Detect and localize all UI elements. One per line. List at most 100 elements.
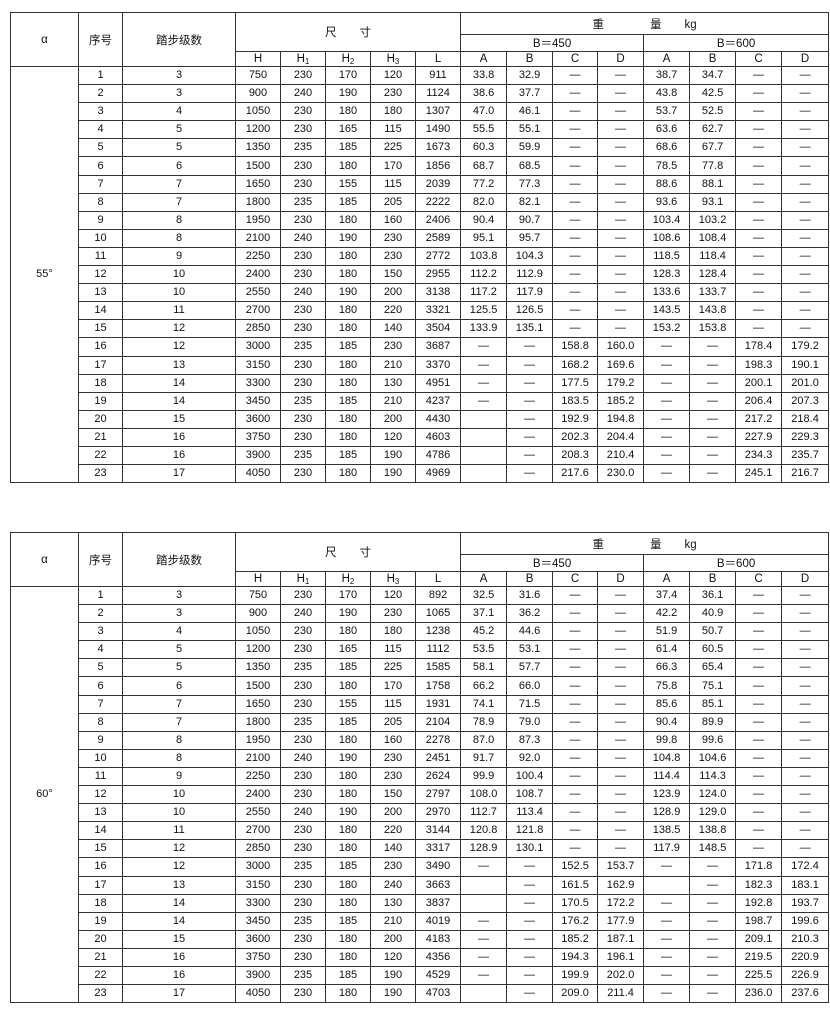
- table-cell: 128.9: [460, 839, 508, 859]
- table-cell: [460, 445, 508, 466]
- table-cell: 120.8: [460, 821, 508, 841]
- table-cell: 150: [370, 265, 416, 285]
- table-cell: 11: [78, 766, 123, 787]
- table-cell: 3300: [235, 893, 281, 913]
- table-cell: 88.6: [643, 174, 691, 194]
- table-row: 16 12 3000 235 185 230 3687— —158.8 160.0— —178.4…: [11, 337, 830, 357]
- table-cell: —: [781, 246, 830, 267]
- table-cell: 180: [325, 156, 371, 176]
- table-cell: —: [643, 373, 691, 393]
- table-row: 5 5 1350 235 185 225 1673 60.3 59.9— —68.6 67.7— —: [11, 138, 830, 158]
- table-cell: 900: [235, 84, 281, 104]
- table-cell: 13: [78, 803, 123, 823]
- table-cell: 180: [325, 355, 371, 375]
- table-cell: —: [597, 102, 645, 122]
- table-cell: 185: [325, 138, 371, 158]
- table-cell: —: [597, 246, 645, 267]
- table-cell: 230: [280, 427, 326, 447]
- table-cell: 2278: [414, 730, 462, 750]
- table-cell: —: [552, 174, 599, 194]
- table-cell: 230: [280, 929, 326, 949]
- table-cell: 190: [325, 84, 371, 104]
- table-cell: 15: [122, 929, 236, 949]
- table-cell: 190: [370, 965, 416, 986]
- table-cell: 234.3: [735, 445, 783, 466]
- dim-symbol: H: [386, 52, 395, 65]
- table-cell: 1800: [235, 192, 281, 212]
- table-cell: —: [781, 839, 830, 859]
- table-cell: 3450: [235, 391, 281, 411]
- table-cell: 190: [370, 464, 416, 484]
- table-cell: 5: [78, 658, 123, 678]
- table-cell: 230: [280, 893, 326, 913]
- table-cell: 12: [122, 839, 236, 859]
- table-cell: 103.2: [689, 210, 737, 230]
- header-dim-4: L: [414, 51, 462, 67]
- table-cell: —: [781, 319, 830, 339]
- table-cell: 200: [370, 409, 416, 429]
- table-cell: 153.7: [597, 857, 645, 877]
- table-cell: 235: [280, 445, 326, 466]
- table-cell: 150: [370, 785, 416, 805]
- table-cell: 230: [370, 337, 416, 357]
- table-cell: 5: [122, 640, 236, 660]
- table-cell: 4969: [414, 464, 462, 484]
- table-cell: 183.5: [552, 391, 599, 411]
- table-cell: 71.5: [506, 694, 554, 714]
- table-cell: 200: [370, 283, 416, 303]
- table-cell: 3: [122, 65, 236, 86]
- table-row: 19 14 3450 235 185 210 4019— —176.2 177.9— —198.7…: [11, 911, 830, 931]
- table-cell: 2400: [235, 265, 281, 285]
- table-cell: —: [597, 785, 645, 805]
- table-cell: 79.0: [506, 712, 554, 732]
- table-cell: 155: [325, 694, 371, 714]
- header-alpha: α: [10, 532, 79, 587]
- table-cell: 6: [122, 676, 236, 696]
- table-cell: 138.8: [689, 821, 737, 841]
- table-row: 3 4 1050 230 180 180 1238 45.2 44.6— —51.9 50.7— —: [11, 622, 830, 642]
- table-cell: —: [552, 604, 599, 624]
- table-cell: —: [597, 120, 645, 140]
- table-cell: —: [460, 857, 508, 877]
- table-cell: 3: [122, 604, 236, 624]
- header-step-count: 踏步级数: [122, 12, 236, 67]
- table-row: 8 7 1800 235 185 205 2104 78.9 79.0— —90.4 89.9— —: [11, 712, 830, 732]
- table-cell: 3138: [414, 283, 462, 303]
- table-cell: 133.6: [643, 283, 691, 303]
- table-cell: 75.1: [689, 676, 737, 696]
- table-cell: 20: [78, 929, 123, 949]
- table-cell: 16: [122, 947, 236, 967]
- table-cell: 3144: [414, 821, 462, 841]
- table-cell: —: [781, 102, 830, 122]
- table-cell: —: [689, 355, 737, 375]
- table-cell: —: [597, 730, 645, 750]
- header-width-group: B＝600: [643, 34, 830, 52]
- table-cell: [460, 427, 508, 447]
- table-cell: 190.1: [781, 355, 830, 375]
- table-cell: 4237: [414, 391, 462, 411]
- table-cell: 170.5: [552, 893, 599, 913]
- table-cell: 18: [78, 893, 123, 913]
- table-row: 10 8 2100 240 190 230 2589 95.1 95.7— —108.6 108.4…: [11, 228, 830, 248]
- table-cell: 38.6: [460, 84, 508, 104]
- table-cell: 52.5: [689, 102, 737, 122]
- table-cell: 108.0: [460, 785, 508, 805]
- table-cell: 112.9: [506, 265, 554, 285]
- table-cell: —: [552, 246, 599, 267]
- table-cell: 36.2: [506, 604, 554, 624]
- table-cell: 177.9: [597, 911, 645, 931]
- table-cell: —: [735, 839, 783, 859]
- table-cell: 103.4: [643, 210, 691, 230]
- table-cell: 12: [122, 337, 236, 357]
- table-cell: 99.6: [689, 730, 737, 750]
- table-cell: 115: [370, 174, 416, 194]
- table-cell: 230: [280, 409, 326, 429]
- table-cell: 74.1: [460, 694, 508, 714]
- table-cell: 120: [370, 65, 416, 86]
- table-cell: 115: [370, 694, 416, 714]
- table-cell: —: [460, 373, 508, 393]
- table-cell: 2100: [235, 228, 281, 248]
- table-cell: 198.3: [735, 355, 783, 375]
- table-cell: 2100: [235, 748, 281, 768]
- table-cell: 190: [325, 748, 371, 768]
